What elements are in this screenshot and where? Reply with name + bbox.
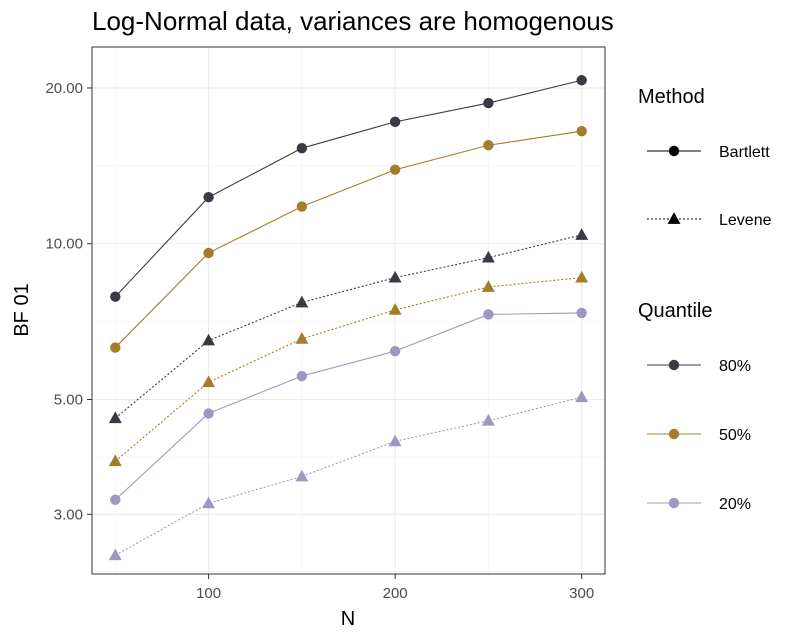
data-point xyxy=(481,250,495,263)
y-tick-label: 3.00 xyxy=(54,506,83,523)
y-tick-label: 5.00 xyxy=(54,391,83,408)
data-point xyxy=(481,413,495,426)
series-line-bartlett-20 xyxy=(114,312,582,501)
data-point xyxy=(576,126,587,137)
y-tick-label: 20.00 xyxy=(45,80,83,97)
legend-method-title: Method xyxy=(638,86,705,108)
legend-label-levene: Levene xyxy=(719,212,772,229)
y-axis-ticks: 3.00 5.00 10.00 20.00 xyxy=(45,80,92,523)
data-point xyxy=(389,164,401,175)
data-point xyxy=(295,332,309,344)
legend: Method Quantile Bartlett Levene 80% 50% 20% xyxy=(638,86,772,513)
legend-label-bartlett: Bartlett xyxy=(719,144,770,161)
series-line-bartlett-80 xyxy=(114,79,582,298)
x-axis-title: N xyxy=(341,608,355,630)
data-point xyxy=(389,345,401,357)
series-line-bartlett-50 xyxy=(114,130,582,348)
legend-label-quantile: 20% xyxy=(719,496,751,513)
series-line-levene-80 xyxy=(114,234,582,419)
chart-title: Log-Normal data, variances are homogenou… xyxy=(92,6,614,36)
legend-key-marker xyxy=(668,497,680,509)
data-point xyxy=(203,247,214,259)
y-tick-label: 10.00 xyxy=(45,236,83,253)
series-line-levene-50 xyxy=(114,277,582,462)
x-tick-label: 200 xyxy=(383,585,408,602)
data-point xyxy=(389,116,401,128)
data-point xyxy=(108,548,122,561)
x-tick-label: 300 xyxy=(569,585,594,602)
data-point xyxy=(295,469,309,482)
data-point xyxy=(388,434,402,447)
series-line-levene-20 xyxy=(115,396,582,556)
data-point xyxy=(110,291,121,302)
legend-label-quantile: 80% xyxy=(719,358,751,375)
data-point xyxy=(108,411,122,424)
plot-border xyxy=(91,46,606,575)
x-axis-ticks: 100 200 300 xyxy=(196,574,594,602)
data-point xyxy=(481,280,495,292)
data-point xyxy=(202,496,216,509)
data-point xyxy=(110,342,121,353)
data-point xyxy=(108,454,122,467)
data-point xyxy=(388,303,402,315)
legend-key-marker xyxy=(668,428,680,440)
data-point xyxy=(296,370,308,382)
data-point xyxy=(575,270,589,283)
data-point xyxy=(295,295,309,308)
x-tick-label: 100 xyxy=(196,585,221,602)
data-point xyxy=(110,494,121,505)
data-point xyxy=(203,408,214,419)
legend-key-marker xyxy=(667,212,681,224)
data-point xyxy=(296,201,308,212)
data-point xyxy=(575,390,589,403)
data-point xyxy=(483,140,494,151)
data-point xyxy=(483,309,494,320)
data-point xyxy=(575,228,589,240)
data-point xyxy=(296,142,308,154)
data-point xyxy=(576,307,587,319)
data-point xyxy=(202,375,216,388)
legend-key-marker xyxy=(668,145,680,157)
data-point xyxy=(576,75,587,86)
legend-label-quantile: 50% xyxy=(719,427,751,444)
data-point xyxy=(388,270,402,283)
data-point xyxy=(203,192,214,203)
legend-quantile-title: Quantile xyxy=(638,300,713,322)
legend-key-marker xyxy=(668,359,680,371)
data-point xyxy=(202,333,216,346)
grid xyxy=(92,47,605,574)
series-layer xyxy=(108,75,589,561)
data-point xyxy=(483,97,494,109)
y-axis-title: BF 01 xyxy=(11,283,33,336)
